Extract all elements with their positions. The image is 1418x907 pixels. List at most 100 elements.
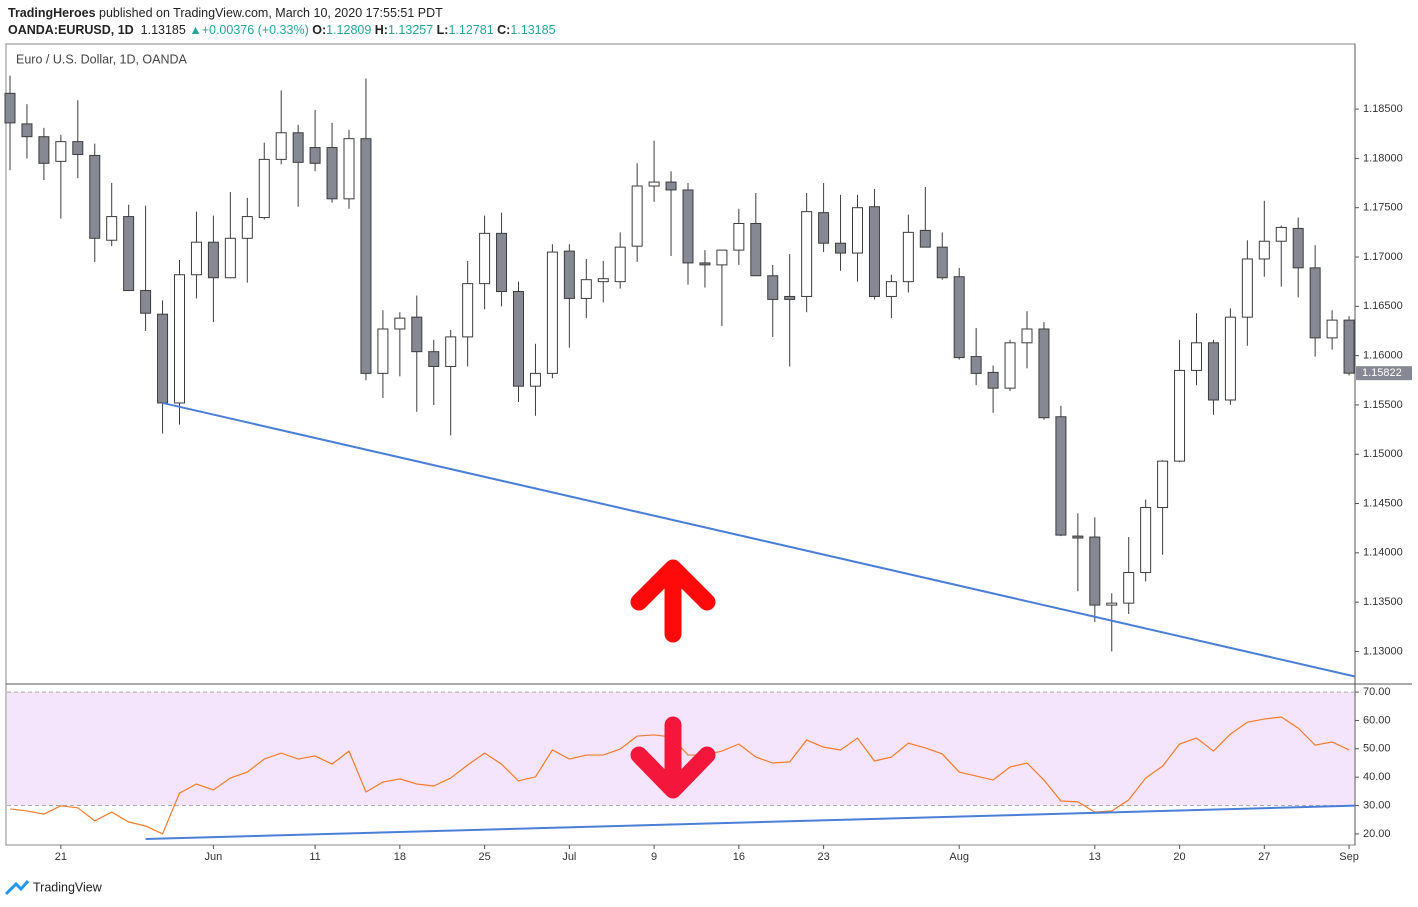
candle-body bbox=[733, 222, 745, 251]
candle-body bbox=[1326, 319, 1338, 339]
candle-body bbox=[1157, 460, 1169, 508]
l-value: 1.12781 bbox=[448, 23, 494, 37]
candle-body bbox=[801, 211, 813, 297]
y-tick-label: 60.00 bbox=[1363, 714, 1391, 726]
candle-body bbox=[1292, 227, 1304, 269]
candle-body bbox=[648, 181, 660, 187]
candle-body bbox=[1174, 369, 1186, 462]
candle-body bbox=[292, 132, 304, 163]
y-tick-label: 1.17000 bbox=[1363, 251, 1403, 263]
y-tick-label: 1.18500 bbox=[1363, 103, 1403, 115]
candle-body bbox=[1021, 328, 1033, 344]
candle-body bbox=[852, 207, 863, 254]
footer-brand: TradingView bbox=[33, 880, 103, 894]
candle-body bbox=[1207, 342, 1219, 401]
l-label: L: bbox=[436, 23, 449, 37]
candle-body bbox=[462, 283, 474, 338]
y-tick-label: 40.00 bbox=[1363, 771, 1391, 783]
x-tick-label: 25 bbox=[478, 851, 490, 863]
y-tick-label: 1.15500 bbox=[1363, 399, 1403, 411]
y-tick-label: 1.16000 bbox=[1363, 350, 1403, 362]
c-label: C: bbox=[497, 23, 511, 37]
x-tick-label: 23 bbox=[817, 851, 829, 863]
candle-body bbox=[309, 147, 321, 164]
candle-body bbox=[1072, 535, 1084, 539]
candle-body bbox=[496, 232, 508, 293]
candle-body bbox=[919, 229, 931, 248]
candle-body bbox=[428, 351, 440, 367]
candle-body bbox=[377, 328, 389, 374]
y-tick-label: 70.00 bbox=[1363, 686, 1391, 698]
y-tick-label: 20.00 bbox=[1363, 828, 1391, 840]
candle-body bbox=[614, 246, 626, 283]
candle-body bbox=[513, 291, 524, 387]
y-tick-label: 1.17500 bbox=[1363, 202, 1403, 214]
candle-body bbox=[55, 141, 67, 162]
ohlc-l: L:1.12781 bbox=[437, 23, 494, 37]
y-tick-label: 30.00 bbox=[1363, 799, 1391, 811]
symbol-line: OANDA:EURUSD, 1D 1.13185 ▲+0.00376 (+0.3… bbox=[8, 22, 556, 39]
candle-body bbox=[665, 181, 677, 191]
ohlc-c: C:1.13185 bbox=[497, 23, 555, 37]
candle-body bbox=[580, 279, 592, 299]
author: TradingHeroes bbox=[8, 6, 96, 20]
candle-body bbox=[868, 206, 880, 297]
o-value: 1.12809 bbox=[326, 23, 372, 37]
candle-body bbox=[563, 250, 575, 299]
candle-body bbox=[1089, 536, 1101, 606]
candle-body bbox=[157, 313, 169, 404]
x-tick-label: Aug bbox=[949, 851, 969, 863]
last-price-label: 1.15822 bbox=[1362, 367, 1402, 379]
candle-body bbox=[72, 141, 84, 155]
candle-body bbox=[258, 158, 270, 219]
up-arrow bbox=[630, 559, 716, 643]
candle-body bbox=[224, 237, 236, 279]
x-tick-label: 18 bbox=[394, 851, 406, 863]
ohlc-o: O:1.12809 bbox=[312, 23, 371, 37]
candle-body bbox=[546, 251, 558, 374]
publish-line: TradingHeroes published on TradingView.c… bbox=[8, 5, 556, 22]
candle-body bbox=[699, 262, 711, 266]
candle-body bbox=[529, 372, 541, 387]
candle-body bbox=[682, 189, 694, 264]
trend-line bbox=[162, 401, 1356, 678]
candle-body bbox=[1241, 258, 1253, 318]
candle-body bbox=[174, 274, 185, 404]
candle-body bbox=[1191, 342, 1202, 371]
candle-body bbox=[140, 290, 152, 314]
candle-body bbox=[360, 138, 372, 374]
candle-body bbox=[936, 246, 948, 279]
x-tick-label: 9 bbox=[651, 851, 657, 863]
x-tick-label: Jul bbox=[562, 851, 576, 863]
published: published on TradingView.com, March 10, … bbox=[99, 6, 443, 20]
candle-body bbox=[818, 212, 830, 244]
x-tick-label: 13 bbox=[1089, 851, 1101, 863]
change: ▲+0.00376 (+0.33%) bbox=[189, 23, 309, 37]
candle-body bbox=[1140, 506, 1152, 574]
candle-body bbox=[38, 136, 50, 164]
candle-body bbox=[987, 371, 999, 389]
candle-body bbox=[1309, 267, 1321, 339]
x-tick-label: Sep bbox=[1339, 851, 1359, 863]
candle-body bbox=[1275, 226, 1287, 242]
candle-body bbox=[1038, 328, 1050, 419]
candle-body bbox=[1123, 572, 1135, 604]
last-price-box bbox=[1356, 366, 1412, 381]
x-tick-label: 11 bbox=[309, 851, 320, 863]
candle-body bbox=[89, 154, 101, 239]
candle-body bbox=[835, 242, 847, 254]
change-value: +0.00376 (+0.33%) bbox=[201, 23, 309, 37]
y-tick-label: 1.16500 bbox=[1363, 300, 1403, 312]
chart-title: Euro / U.S. Dollar, 1D, OANDA bbox=[16, 52, 188, 66]
marks: 1.13000 1.13500 1.14000 1.14500 1.15000 1.155… bbox=[4, 75, 1412, 863]
x-tick-label: Jun bbox=[205, 851, 223, 863]
candle-body bbox=[343, 138, 355, 200]
h-label: H: bbox=[374, 23, 388, 37]
candle-body bbox=[106, 216, 118, 241]
header: TradingHeroes published on TradingView.c… bbox=[8, 5, 556, 39]
candle-body bbox=[411, 316, 423, 353]
candle-body bbox=[123, 216, 135, 292]
x-tick-label: 20 bbox=[1173, 851, 1185, 863]
